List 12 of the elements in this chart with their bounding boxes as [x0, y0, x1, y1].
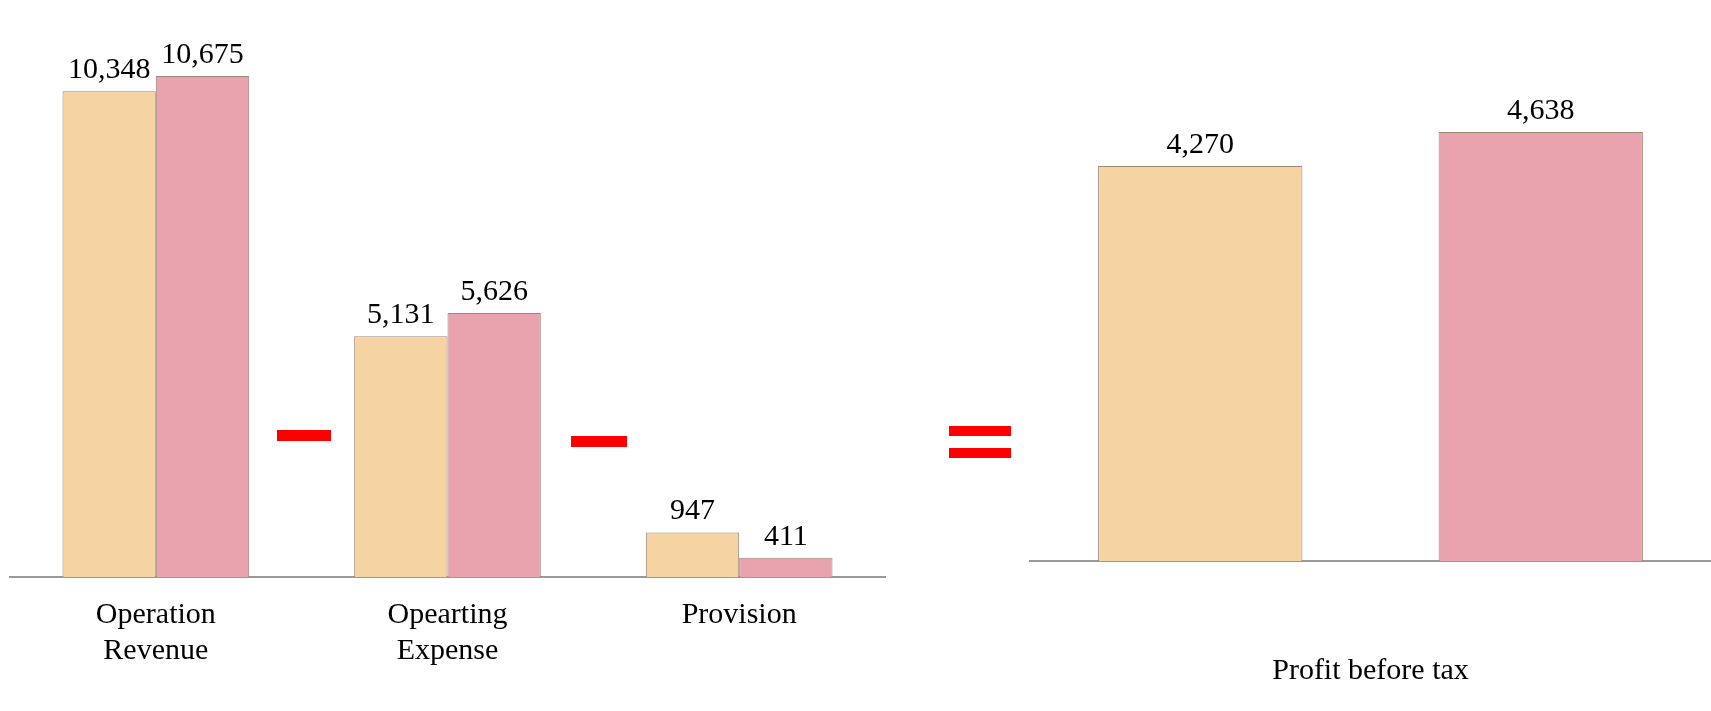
x-tick-label: Operation Revenue — [95, 595, 216, 665]
data-label: 10,348 — [67, 51, 151, 85]
x-tick-label: Opearting Expense — [387, 595, 508, 665]
data-label: 4,638 — [1507, 91, 1575, 125]
data-label: 947 — [670, 492, 715, 526]
data-label: 10,675 — [161, 35, 244, 69]
x-axis-title: Profit before tax — [1272, 651, 1469, 685]
data-label: 5,131 — [367, 296, 435, 330]
data-label: 4,270 — [1166, 125, 1234, 159]
data-label: 411 — [763, 517, 808, 551]
data-label: 5,626 — [460, 272, 528, 306]
x-tick-label: Provision — [681, 595, 797, 629]
